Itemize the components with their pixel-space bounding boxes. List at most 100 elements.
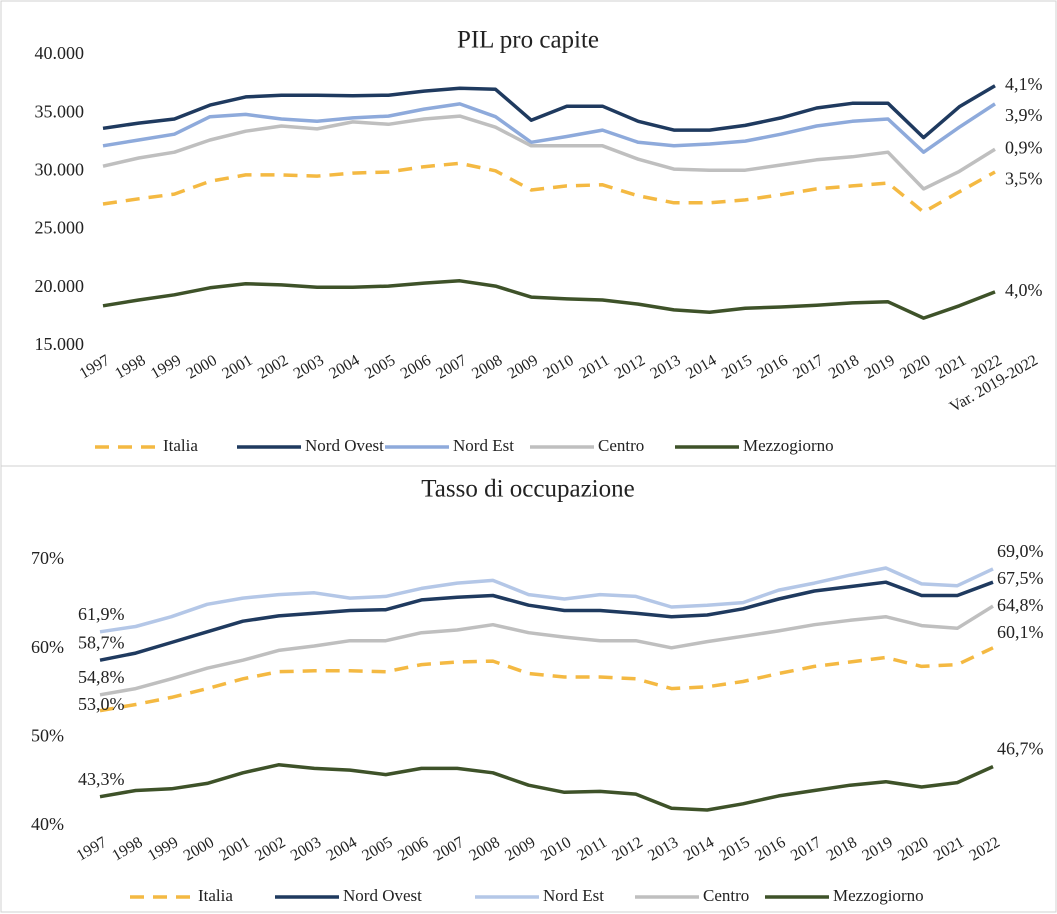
value-label: 46,7% (997, 739, 1044, 759)
value-label: 60,1% (997, 622, 1044, 642)
x-tick-label: 2008 (467, 834, 503, 865)
x-tick-label: 2011 (574, 834, 610, 864)
x-tick-label: 2011 (577, 352, 613, 382)
y-tick-label: 40.000 (35, 43, 85, 63)
x-tick-label: 2019 (862, 352, 898, 383)
series-line (99, 604, 994, 697)
x-tick-label: 2017 (790, 352, 826, 383)
x-tick-label: 2021 (931, 834, 967, 865)
change-label: 4,0% (1005, 280, 1043, 300)
x-tick-label: 2020 (895, 834, 931, 865)
x-tick-label: 2002 (255, 352, 291, 383)
legend-label: Centro (598, 436, 644, 455)
x-tick-label: 2019 (859, 834, 895, 865)
legend-label: Italia (163, 436, 198, 455)
x-tick-label: 2018 (824, 834, 860, 865)
x-tick-label: 1997 (77, 352, 113, 383)
legend-label: Mezzogiorno (743, 436, 834, 455)
series-line (99, 566, 994, 634)
value-label: 54,8% (78, 667, 125, 687)
y-tick-label: 30.000 (35, 160, 85, 180)
x-tick-label: 2010 (538, 834, 574, 865)
x-tick-label: 2013 (645, 834, 681, 865)
x-tick-label: 2012 (609, 834, 645, 865)
x-tick-label: 2006 (398, 352, 434, 383)
legend-label: Italia (198, 886, 233, 905)
value-label: 67,5% (997, 568, 1044, 588)
x-tick-label: 2001 (219, 352, 255, 383)
legend-label: Mezzogiorno (833, 886, 924, 905)
x-tick-label: 2005 (359, 834, 395, 865)
x-tick-label: 2009 (505, 352, 541, 383)
y-tick-label: 20.000 (35, 276, 85, 296)
change-label: 3,5% (1005, 168, 1043, 188)
change-label: 4,1% (1005, 74, 1043, 94)
x-tick-label: 2005 (362, 352, 398, 383)
value-label: 53,0% (78, 694, 125, 714)
x-tick-label: 2002 (252, 834, 288, 865)
series-line (102, 161, 996, 214)
x-tick-label: 2012 (612, 352, 648, 383)
series-line (102, 102, 996, 154)
legend-label: Nord Est (543, 886, 604, 905)
x-tick-label: 2022 (967, 834, 1003, 865)
x-tick-label: 2007 (433, 352, 469, 383)
x-tick-label: 2001 (217, 834, 253, 865)
y-tick-label: 70% (31, 548, 64, 568)
x-tick-label: 2013 (648, 352, 684, 383)
legend-label: Nord Ovest (343, 886, 422, 905)
x-tick-label: 2004 (326, 352, 362, 383)
series-line (99, 580, 994, 662)
y-tick-label: 40% (31, 814, 64, 834)
series-line (99, 763, 994, 812)
x-tick-label: 2004 (324, 834, 360, 865)
x-tick-label: 2003 (288, 834, 324, 865)
x-tick-label: 1999 (148, 352, 184, 383)
y-tick-label: 35.000 (35, 101, 85, 121)
chart-title: PIL pro capite (457, 27, 599, 54)
x-tick-label: 1997 (74, 834, 110, 865)
value-label: 64,8% (997, 595, 1044, 615)
x-tick-label: 2021 (933, 352, 969, 383)
chart-title: Tasso di occupazione (421, 476, 634, 503)
y-tick-label: 60% (31, 637, 64, 657)
x-tick-label: 2014 (681, 834, 717, 865)
x-tick-label: 2008 (469, 352, 505, 383)
panel-border (0, 0, 1057, 467)
legend-label: Nord Ovest (305, 436, 384, 455)
x-tick-label: 2000 (184, 352, 220, 383)
x-tick-label: 2015 (717, 834, 753, 865)
x-tick-label: 2017 (788, 834, 824, 865)
y-tick-label: 50% (31, 725, 64, 745)
panel-border (0, 465, 1057, 913)
change-label: 0,9% (1005, 137, 1043, 157)
x-tick-label: 1999 (145, 834, 181, 865)
y-tick-label: 25.000 (35, 218, 85, 238)
x-tick-label: 1998 (112, 352, 148, 383)
series-line (99, 646, 994, 713)
x-tick-label: 2015 (719, 352, 755, 383)
x-tick-label: 2020 (897, 352, 933, 383)
value-label: 69,0% (997, 541, 1044, 561)
series-line (102, 279, 996, 320)
x-tick-label: 2018 (826, 352, 862, 383)
change-label: 3,9% (1005, 105, 1043, 125)
x-tick-label: 2009 (502, 834, 538, 865)
series-line (102, 84, 996, 140)
x-tick-label: 2003 (291, 352, 327, 383)
legend-label: Centro (703, 886, 749, 905)
value-label: 58,7% (78, 632, 125, 652)
legend-label: Nord Est (453, 436, 514, 455)
x-tick-label: 2006 (395, 834, 431, 865)
value-label: 43,3% (78, 769, 125, 789)
x-tick-label: 2007 (431, 834, 467, 865)
x-tick-label: 2014 (683, 352, 719, 383)
x-tick-label: 2000 (181, 834, 217, 865)
x-tick-label: 2016 (752, 834, 788, 865)
x-tick-label: 1998 (109, 834, 145, 865)
value-label: 61,9% (78, 604, 125, 624)
series-line (102, 114, 996, 191)
x-tick-label: 2016 (755, 352, 791, 383)
x-tick-label: 2010 (540, 352, 576, 383)
